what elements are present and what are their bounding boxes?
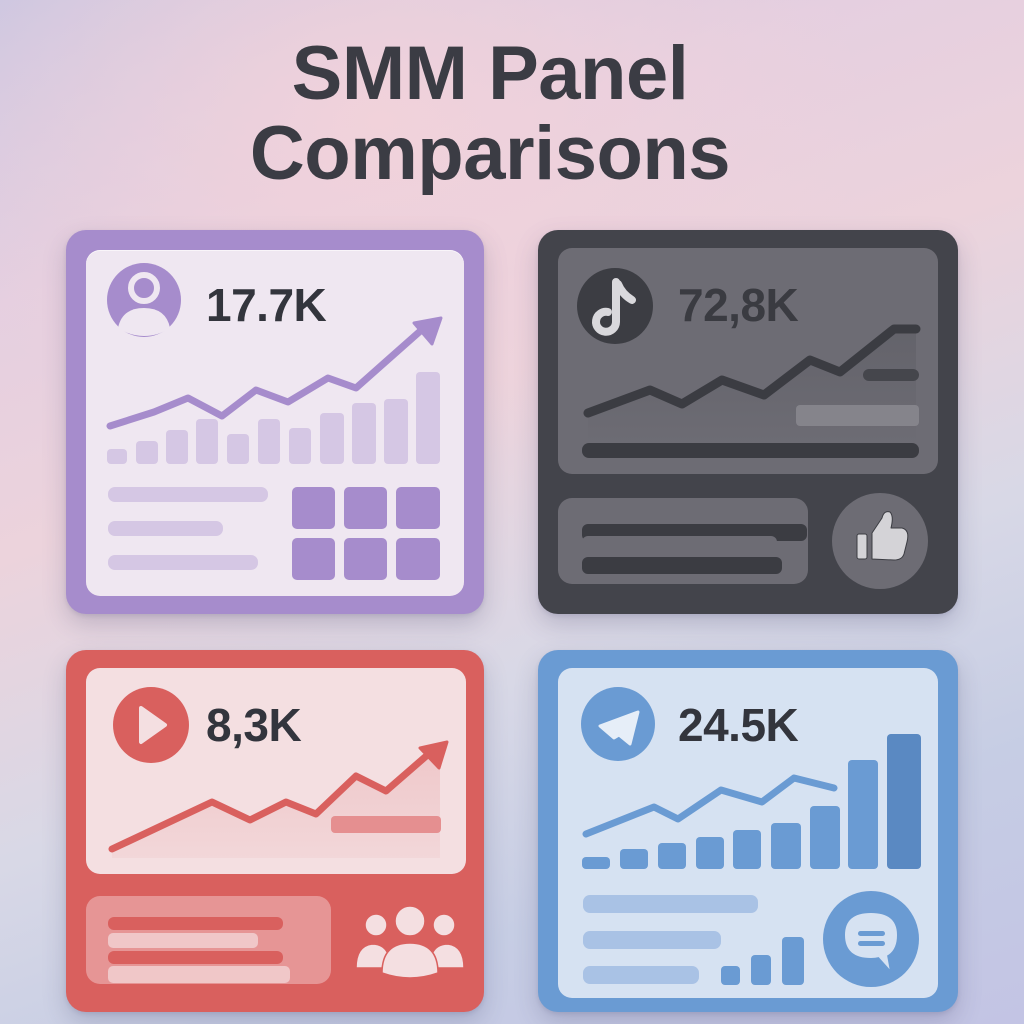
card-purple-profile-stats[interactable]: 17.7K [66, 230, 484, 614]
card-red-video-stats[interactable]: 8,3K [66, 650, 484, 1012]
blue-chart-graphics [581, 687, 921, 987]
thumbs-up-icon [832, 493, 928, 589]
trend-line [106, 322, 430, 430]
user-profile-icon [107, 263, 181, 337]
page-title: SMM Panel Comparisons [0, 34, 980, 194]
telegram-send-icon [581, 687, 655, 761]
text-placeholder-lines [583, 895, 758, 984]
play-icon [113, 687, 189, 763]
text-placeholder-lines-light [108, 933, 290, 983]
chat-bubble-icon [823, 891, 919, 987]
stat-value: 24.5K [678, 699, 799, 751]
text-placeholder-lines [582, 524, 807, 574]
trend-line [108, 747, 436, 853]
trend-line [582, 774, 838, 838]
arrow-up-icon [418, 740, 449, 770]
card-dark-tiktok-stats[interactable]: 72,8K [538, 230, 958, 614]
stat-value: 72,8K [678, 279, 799, 331]
users-group-icon [355, 905, 465, 979]
dark-chart-graphics [577, 268, 928, 589]
tiktok-note-icon [577, 268, 653, 344]
card-blue-telegram-stats[interactable]: 24.5K [538, 650, 958, 1012]
bar-chart [107, 372, 440, 464]
stat-value: 17.7K [206, 279, 327, 331]
red-chart-graphics [108, 687, 465, 983]
title-line-1: SMM Panel [291, 31, 689, 116]
grid-tiles-icon [292, 487, 440, 580]
trend-line [583, 324, 921, 418]
stat-value: 8,3K [206, 699, 302, 751]
text-placeholder-lines [108, 487, 268, 570]
purple-chart-graphics [106, 263, 443, 580]
title-line-2: Comparisons [249, 111, 731, 196]
text-placeholder-lines [108, 917, 283, 964]
arrow-up-icon [412, 316, 443, 346]
signal-bars-icon [721, 937, 804, 985]
bar-chart [582, 734, 921, 869]
